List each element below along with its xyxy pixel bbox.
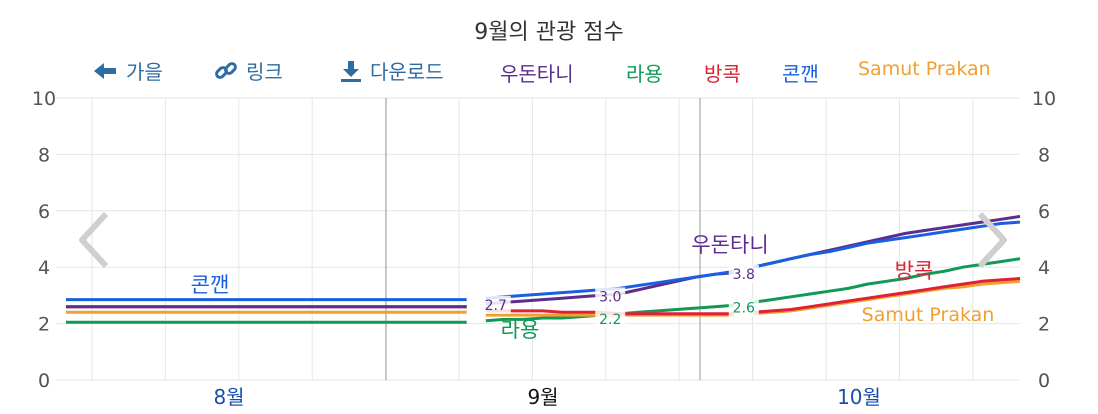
y-tick-right: 6 [1038, 201, 1050, 223]
point-label: 3.8 [733, 267, 755, 283]
chevron-right-icon[interactable] [974, 210, 1010, 270]
chevron-left-icon[interactable] [76, 210, 112, 270]
chart-title: 9월의 관광 점수 [474, 20, 624, 45]
point-label: 2.2 [599, 312, 621, 328]
y-tick-left: 6 [38, 201, 50, 223]
series-label-rayong: 라용 [501, 318, 540, 342]
y-tick-left: 2 [38, 314, 50, 336]
legend-item-khonkaen[interactable]: 콘깬 [782, 62, 819, 86]
legend-item-rayong[interactable]: 라용 [626, 62, 663, 86]
x-tick-label: 8월 [213, 385, 244, 409]
download-label: 다운로드 [370, 60, 444, 84]
grid [56, 97, 1020, 381]
y-tick-left: 10 [32, 88, 56, 110]
legend-item-udon[interactable]: 우돈타니 [500, 62, 574, 86]
arrow-left-icon [94, 62, 116, 79]
x-tick-label: 9월 [527, 385, 558, 409]
point-label-bg [728, 264, 759, 283]
legend-item-samut[interactable]: Samut Prakan [858, 58, 991, 80]
point-label: 2.7 [485, 298, 507, 314]
point-label-bg [595, 287, 626, 306]
y-tick-right: 8 [1038, 144, 1050, 166]
download-button[interactable]: 다운로드 [340, 56, 444, 85]
download-icon [341, 60, 361, 82]
point-label-bg [480, 295, 511, 314]
link-label: 링크 [246, 60, 283, 84]
legend-item-bangkok[interactable]: 방콕 [704, 62, 741, 86]
x-tick-label: 10월 [837, 385, 881, 409]
point-label: 3.0 [599, 289, 621, 305]
series-line-bangkok [752, 277, 1021, 314]
back-label: 가을 [126, 60, 163, 84]
y-tick-right: 4 [1038, 257, 1050, 279]
chart-toolbar: 가을 링크 다운로드 우돈타니 라용 방콕 콘깬 Samut Prakan [0, 56, 1098, 88]
point-label: 2.6 [733, 301, 755, 317]
series-line-khonkaen [752, 220, 1021, 269]
point-label-bg [728, 298, 759, 317]
link-button[interactable]: 링크 [214, 56, 283, 85]
y-tick-left: 4 [38, 257, 50, 279]
series-label-bangkok: 방콕 [895, 259, 934, 283]
series-label-khonkaen: 콘깬 [191, 273, 230, 297]
y-tick-left: 8 [38, 144, 50, 166]
y-tick-right: 10 [1032, 88, 1056, 110]
y-tick-right: 0 [1038, 370, 1050, 392]
y-tick-right: 2 [1038, 314, 1050, 336]
series-line-rayong [752, 257, 1021, 304]
back-button[interactable]: 가을 [92, 56, 163, 85]
series-label-samut: Samut Prakan [862, 304, 995, 326]
series-label-udon: 우돈타니 [691, 233, 768, 257]
axes: 0 0 2 2 4 4 6 6 8 8 10 10 8월 9월 10월 [32, 88, 1056, 409]
link-icon [215, 61, 237, 79]
y-tick-left: 0 [38, 370, 50, 392]
point-label-bg [595, 309, 626, 328]
